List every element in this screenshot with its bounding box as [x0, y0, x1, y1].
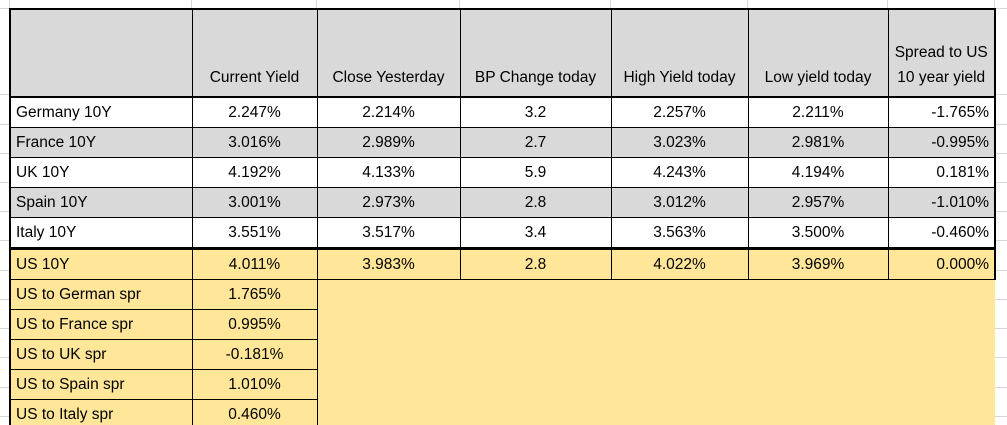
empty-cell[interactable]	[888, 279, 995, 310]
empty-cell[interactable]	[888, 339, 995, 370]
cell[interactable]: 3.500%	[747, 217, 889, 249]
row-label-cell[interactable]: Spain 10Y	[9, 187, 193, 218]
row-label-cell[interactable]: US to France spr	[9, 309, 193, 340]
table-row-italy: Italy 10Y 3.551% 3.517% 3.4 3.563% 3.500…	[9, 217, 996, 249]
cell[interactable]: 2.247%	[191, 96, 318, 128]
empty-cell[interactable]	[611, 339, 748, 370]
cell[interactable]: 0.181%	[887, 157, 996, 188]
table-row-germany: Germany 10Y 2.247% 2.214% 3.2 2.257% 2.2…	[9, 96, 996, 128]
cell[interactable]: 2.214%	[316, 96, 461, 128]
column-header-high-yield[interactable]: High Yield today	[610, 8, 749, 98]
empty-cell[interactable]	[748, 369, 888, 400]
empty-cell[interactable]	[888, 369, 995, 400]
bond-yield-table: Current Yield Close Yesterday BP Change …	[9, 8, 996, 425]
empty-cell[interactable]	[748, 309, 888, 340]
empty-cell[interactable]	[611, 369, 748, 400]
cell[interactable]: 2.957%	[747, 187, 889, 218]
empty-cell[interactable]	[460, 399, 611, 425]
cell[interactable]: 4.133%	[316, 157, 461, 188]
cell[interactable]: 1.765%	[191, 279, 318, 310]
empty-cell[interactable]	[460, 309, 611, 340]
cell[interactable]: 4.243%	[610, 157, 749, 188]
column-header-spread[interactable]: Spread to US 10 year yield	[887, 8, 996, 98]
table-row-spain: Spain 10Y 3.001% 2.973% 2.8 3.012% 2.957…	[9, 187, 996, 218]
cell[interactable]: 3.983%	[316, 247, 461, 280]
cell[interactable]: 2.989%	[316, 127, 461, 158]
empty-cell[interactable]	[317, 369, 460, 400]
cell[interactable]: -0.460%	[887, 217, 996, 249]
cell[interactable]: 0.460%	[191, 399, 318, 425]
cell[interactable]: 4.192%	[191, 157, 318, 188]
column-header-current-yield[interactable]: Current Yield	[191, 8, 318, 98]
row-label-cell[interactable]: US to Italy spr	[9, 399, 193, 425]
cell[interactable]: 3.551%	[191, 217, 318, 249]
table-row-spread-italy: US to Italy spr 0.460%	[9, 399, 995, 425]
cell[interactable]: 3.4	[459, 217, 612, 249]
header-row: Current Yield Close Yesterday BP Change …	[9, 8, 996, 98]
table-row-spread-france: US to France spr 0.995%	[9, 309, 995, 340]
row-label-cell[interactable]: US to Spain spr	[9, 369, 193, 400]
cell[interactable]: -1.010%	[887, 187, 996, 218]
cell[interactable]: 0.995%	[191, 309, 318, 340]
column-header-low-yield[interactable]: Low yield today	[747, 8, 889, 98]
empty-cell[interactable]	[460, 279, 611, 310]
empty-cell[interactable]	[460, 339, 611, 370]
cell[interactable]: 3.2	[459, 96, 612, 128]
cell[interactable]: 3.001%	[191, 187, 318, 218]
cell[interactable]: 1.010%	[191, 369, 318, 400]
empty-cell[interactable]	[748, 399, 888, 425]
table-row-spread-spain: US to Spain spr 1.010%	[9, 369, 995, 400]
row-label-cell[interactable]: US to UK spr	[9, 339, 193, 370]
cell[interactable]: 3.012%	[610, 187, 749, 218]
corner-header-cell[interactable]	[9, 8, 193, 98]
empty-cell[interactable]	[748, 279, 888, 310]
cell[interactable]: 3.969%	[747, 247, 889, 280]
cell[interactable]: 2.981%	[747, 127, 889, 158]
empty-cell[interactable]	[317, 309, 460, 340]
cell[interactable]: 3.016%	[191, 127, 318, 158]
empty-cell[interactable]	[888, 399, 995, 425]
empty-cell[interactable]	[317, 399, 460, 425]
row-label-cell[interactable]: US 10Y	[9, 247, 193, 280]
cell[interactable]: -1.765%	[887, 96, 996, 128]
empty-cell[interactable]	[611, 399, 748, 425]
cell[interactable]: 4.022%	[610, 247, 749, 280]
empty-cell[interactable]	[611, 279, 748, 310]
table-row-uk: UK 10Y 4.192% 4.133% 5.9 4.243% 4.194% 0…	[9, 157, 996, 188]
empty-cell[interactable]	[748, 339, 888, 370]
cell[interactable]: 0.000%	[887, 247, 996, 280]
empty-cell[interactable]	[317, 279, 460, 310]
table-row-us: US 10Y 4.011% 3.983% 2.8 4.022% 3.969% 0…	[9, 247, 996, 280]
empty-cell[interactable]	[611, 309, 748, 340]
table-row-france: France 10Y 3.016% 2.989% 2.7 3.023% 2.98…	[9, 127, 996, 158]
row-label-cell[interactable]: Germany 10Y	[9, 96, 193, 128]
table-row-spread-german: US to German spr 1.765%	[9, 279, 995, 310]
row-label-cell[interactable]: Italy 10Y	[9, 217, 193, 249]
empty-cell[interactable]	[888, 309, 995, 340]
cell[interactable]: 2.8	[459, 247, 612, 280]
cell[interactable]: 3.563%	[610, 217, 749, 249]
cell[interactable]: 2.257%	[610, 96, 749, 128]
table-row-spread-uk: US to UK spr -0.181%	[9, 339, 995, 370]
cell[interactable]: 3.517%	[316, 217, 461, 249]
row-label-cell[interactable]: US to German spr	[9, 279, 193, 310]
cell[interactable]: 2.211%	[747, 96, 889, 128]
cell[interactable]: -0.995%	[887, 127, 996, 158]
row-label-cell[interactable]: UK 10Y	[9, 157, 193, 188]
empty-cell[interactable]	[317, 339, 460, 370]
cell[interactable]: 5.9	[459, 157, 612, 188]
cell[interactable]: -0.181%	[191, 339, 318, 370]
cell[interactable]: 4.011%	[191, 247, 318, 280]
cell[interactable]: 2.7	[459, 127, 612, 158]
cell[interactable]: 2.973%	[316, 187, 461, 218]
empty-cell[interactable]	[460, 369, 611, 400]
column-header-close-yesterday[interactable]: Close Yesterday	[316, 8, 461, 98]
cell[interactable]: 2.8	[459, 187, 612, 218]
column-header-bp-change[interactable]: BP Change today	[459, 8, 612, 98]
row-label-cell[interactable]: France 10Y	[9, 127, 193, 158]
cell[interactable]: 4.194%	[747, 157, 889, 188]
cell[interactable]: 3.023%	[610, 127, 749, 158]
